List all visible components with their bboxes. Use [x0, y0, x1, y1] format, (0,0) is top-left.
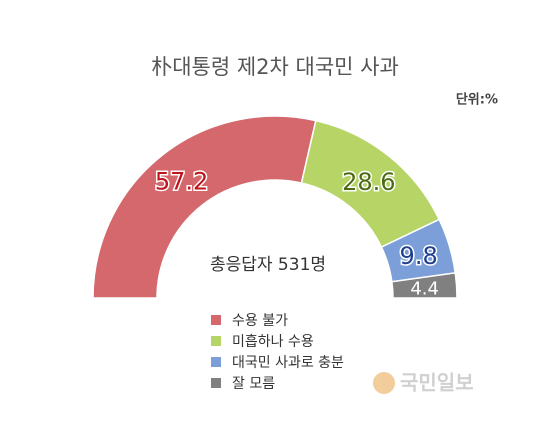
- data-label: 4.4: [410, 279, 439, 300]
- chart-title: 朴대통령 제2차 대국민 사과: [151, 55, 399, 79]
- watermark: 국민일보: [400, 371, 474, 395]
- center-label: 총응답자 531명: [210, 255, 326, 275]
- data-label: 28.6: [342, 168, 395, 196]
- legend-label: 미흡하나 수용: [232, 334, 314, 350]
- data-label: 57.2: [155, 168, 208, 196]
- legend-label: 수용 불가: [232, 313, 288, 329]
- slice: [391, 272, 458, 299]
- unit-note: 단위:%: [456, 92, 498, 108]
- slice: [92, 115, 317, 299]
- legend-label: 대국민 사과로 충분: [232, 355, 344, 371]
- watermark-logo: [373, 372, 395, 394]
- legend-swatch: [211, 336, 221, 346]
- legend-swatch: [211, 357, 221, 367]
- data-label: 9.8: [400, 242, 438, 270]
- legend-swatch: [211, 315, 221, 325]
- legend-label: 잘 모름: [232, 376, 275, 392]
- watermark-group: 국민일보: [373, 371, 474, 395]
- legend-swatch: [211, 378, 221, 388]
